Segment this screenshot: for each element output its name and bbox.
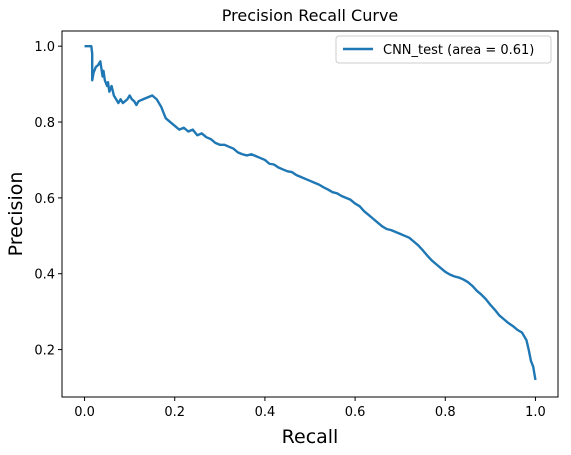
series-line-cnn-test — [84, 44, 537, 381]
plot-frame — [61, 30, 559, 398]
y-tick-label: 1.0 — [34, 40, 55, 55]
legend-box — [335, 35, 552, 64]
legend: CNN_test (area = 0.61) — [335, 35, 552, 64]
y-tick-label: 0.8 — [34, 116, 55, 131]
y-axis-title: Precision — [5, 172, 27, 257]
legend-label: CNN_test (area = 0.61) — [383, 43, 534, 58]
y-tick-label: 0.2 — [34, 344, 55, 359]
x-tick-label: 1.0 — [525, 405, 546, 420]
y-tick-label: 0.6 — [34, 192, 55, 207]
series-layer — [84, 44, 537, 381]
x-tick-label: 0.6 — [345, 405, 366, 420]
chart-title: Precision Recall Curve — [222, 6, 399, 25]
x-tick-label: 0.4 — [255, 405, 276, 420]
x-axis-title: Recall — [282, 426, 339, 448]
x-tick-label: 0.8 — [435, 405, 456, 420]
y-tick-label: 0.4 — [34, 268, 55, 283]
x-tick-label: 0.0 — [74, 405, 95, 420]
tick-layer: 0.0 0.2 0.4 0.6 0.8 1.0 0.2 0.4 0.6 0.8 1.0 — [34, 40, 545, 420]
x-tick-label: 0.2 — [164, 405, 185, 420]
